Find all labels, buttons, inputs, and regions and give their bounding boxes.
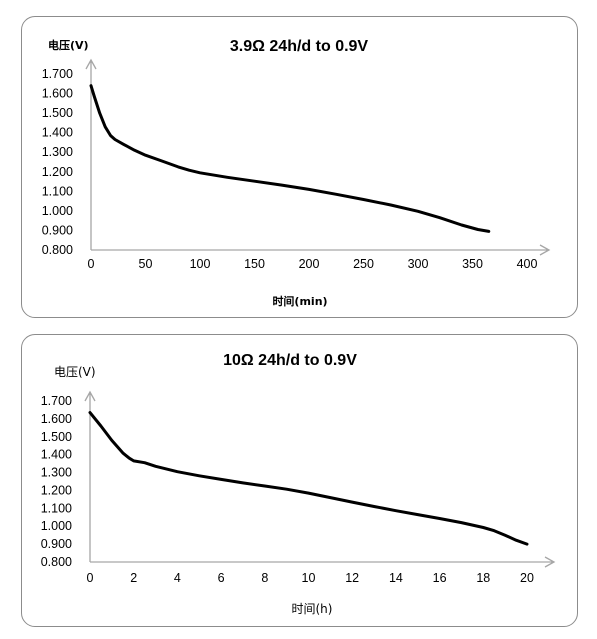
x-tick-label: 10 bbox=[302, 571, 316, 585]
x-axis-label: 时间(min) bbox=[272, 294, 327, 308]
x-tick-label: 100 bbox=[190, 257, 211, 271]
chart-panel-10-ohm: 10Ω 24h/d to 0.9V 电压(V) 时间(h) 0.800 0.900… bbox=[21, 334, 578, 627]
x-tick-label: 50 bbox=[139, 257, 153, 271]
y-tick-label: 1.000 bbox=[41, 519, 72, 533]
y-tick-label: 1.600 bbox=[41, 412, 72, 426]
y-tick-label: 0.900 bbox=[41, 537, 72, 551]
x-axis bbox=[91, 244, 551, 256]
x-tick-label: 200 bbox=[299, 257, 320, 271]
x-tick-label: 150 bbox=[244, 257, 265, 271]
y-tick-label: 1.200 bbox=[42, 165, 73, 179]
x-tick-label: 300 bbox=[408, 257, 429, 271]
chart-panel-3-9-ohm: 3.9Ω 24h/d to 0.9V 电压(V) 时间(min) 0.800 0.… bbox=[21, 16, 578, 318]
series-line bbox=[89, 84, 491, 233]
x-tick-label: 400 bbox=[517, 257, 538, 271]
chart-title: 10Ω 24h/d to 0.9V bbox=[223, 352, 357, 369]
x-tick-label: 0 bbox=[88, 257, 95, 271]
y-tick-label: 1.300 bbox=[42, 145, 73, 159]
y-tick-label: 1.700 bbox=[41, 394, 72, 408]
x-axis bbox=[90, 556, 556, 568]
y-tick-label: 1.300 bbox=[41, 466, 72, 480]
x-tick-label: 0 bbox=[87, 571, 94, 585]
y-tick-label: 1.100 bbox=[42, 184, 73, 198]
x-tick-label: 6 bbox=[218, 571, 225, 585]
y-tick-label: 0.900 bbox=[42, 223, 73, 237]
x-tick-label: 350 bbox=[462, 257, 483, 271]
y-tick-label: 0.800 bbox=[42, 243, 73, 257]
y-tick-label: 1.700 bbox=[42, 67, 73, 81]
y-tick-label: 1.600 bbox=[42, 87, 73, 101]
x-tick-label: 12 bbox=[345, 571, 359, 585]
series-line bbox=[88, 411, 529, 546]
x-tick-label: 8 bbox=[261, 571, 268, 585]
y-tick-label: 0.800 bbox=[41, 555, 72, 569]
y-tick-label: 1.100 bbox=[41, 501, 72, 515]
chart-3-9-ohm: 3.9Ω 24h/d to 0.9V 电压(V) 时间(min) 0.800 0.… bbox=[42, 38, 551, 308]
y-tick-label: 1.400 bbox=[41, 448, 72, 462]
x-tick-label: 4 bbox=[174, 571, 181, 585]
y-tick-label: 1.500 bbox=[41, 430, 72, 444]
y-axis-label: 电压(V) bbox=[48, 38, 89, 52]
y-tick-label: 1.400 bbox=[42, 126, 73, 140]
x-tick-label: 16 bbox=[433, 571, 447, 585]
x-tick-label: 14 bbox=[389, 571, 403, 585]
chart-10-ohm: 10Ω 24h/d to 0.9V 电压(V) 时间(h) 0.800 0.900… bbox=[41, 352, 556, 616]
y-axis bbox=[84, 390, 96, 562]
chart-title: 3.9Ω 24h/d to 0.9V bbox=[230, 38, 369, 55]
x-tick-label: 250 bbox=[353, 257, 374, 271]
x-tick-label: 2 bbox=[130, 571, 137, 585]
y-tick-label: 1.500 bbox=[42, 106, 73, 120]
y-tick-label: 1.200 bbox=[41, 483, 72, 497]
x-axis-label: 时间(h) bbox=[292, 602, 333, 616]
y-tick-label: 1.000 bbox=[42, 204, 73, 218]
x-tick-label: 20 bbox=[520, 571, 534, 585]
x-tick-label: 18 bbox=[476, 571, 490, 585]
y-axis bbox=[85, 58, 97, 250]
y-axis-label: 电压(V) bbox=[54, 365, 96, 379]
